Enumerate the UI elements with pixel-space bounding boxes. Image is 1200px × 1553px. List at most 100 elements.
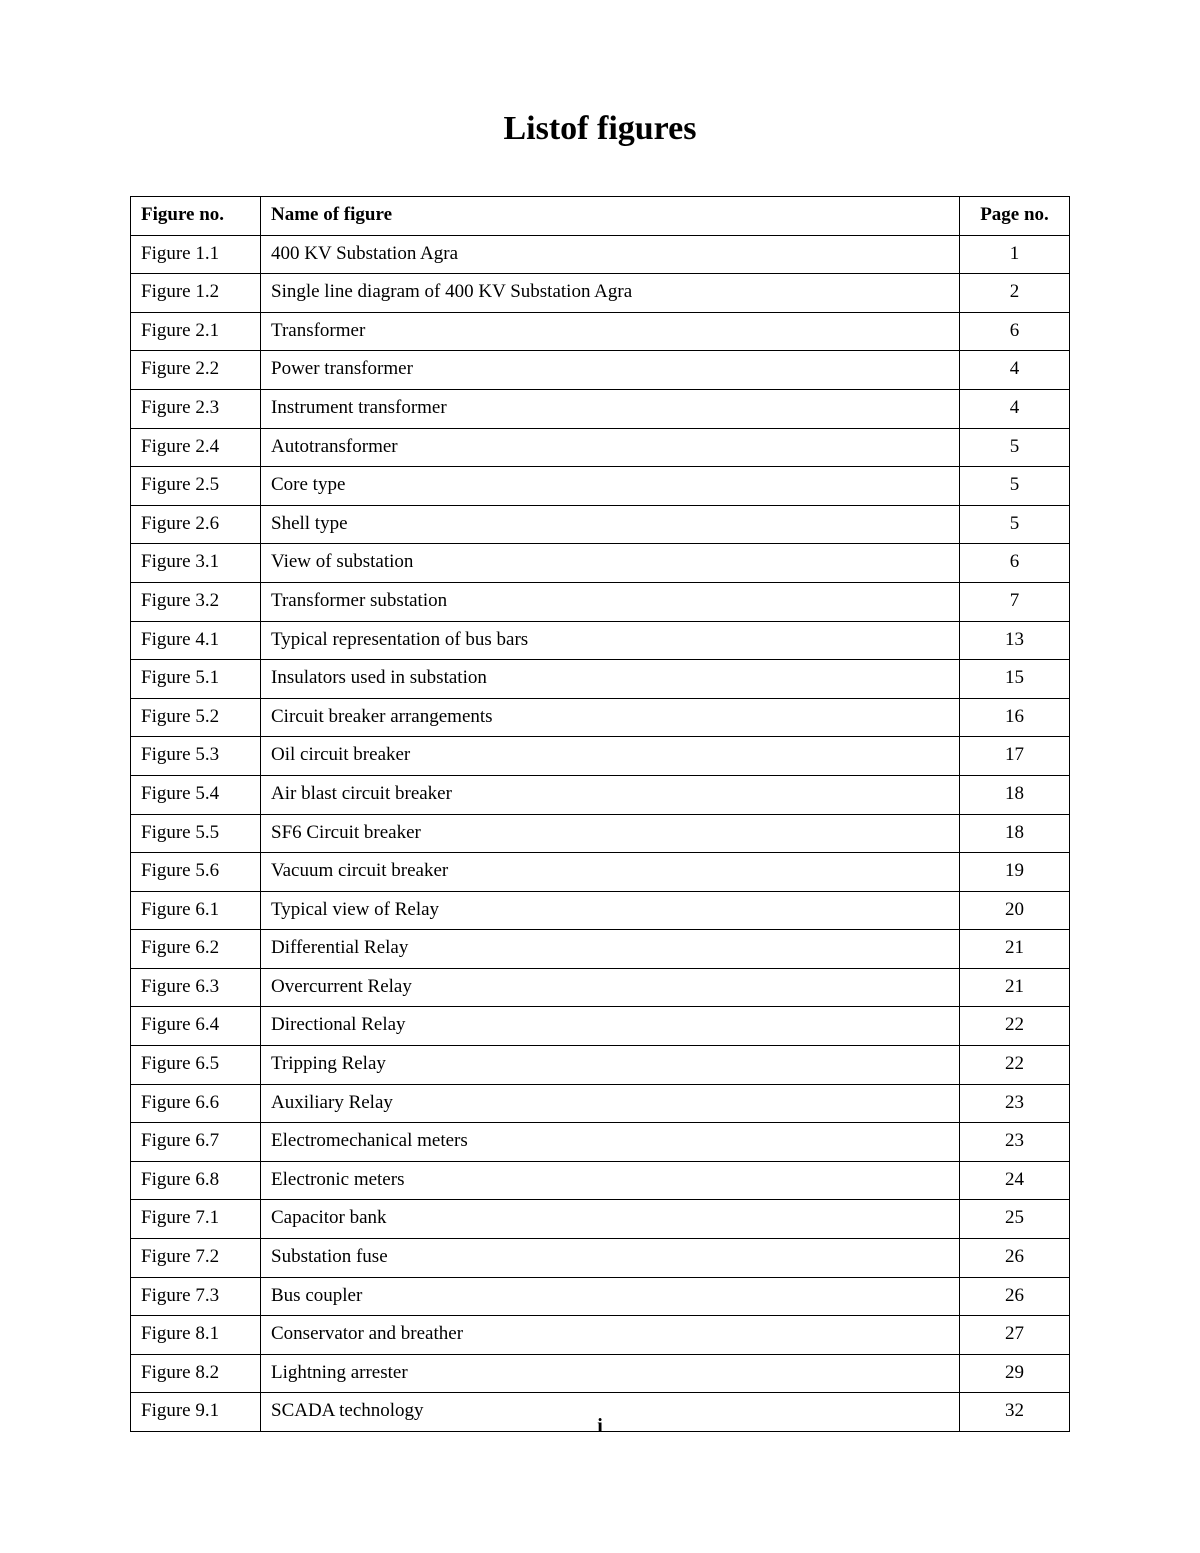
cell-figure-no: Figure 6.2: [131, 930, 261, 969]
cell-page-no: 23: [960, 1084, 1070, 1123]
cell-figure-name: Air blast circuit breaker: [261, 775, 960, 814]
cell-page-no: 5: [960, 428, 1070, 467]
cell-page-no: 18: [960, 814, 1070, 853]
cell-page-no: 17: [960, 737, 1070, 776]
cell-figure-no: Figure 2.2: [131, 351, 261, 390]
table-row: Figure 8.1Conservator and breather27: [131, 1316, 1070, 1355]
cell-figure-name: Electromechanical meters: [261, 1123, 960, 1162]
cell-figure-name: Lightning arrester: [261, 1354, 960, 1393]
cell-figure-name: Oil circuit breaker: [261, 737, 960, 776]
cell-page-no: 5: [960, 505, 1070, 544]
table-row: Figure 6.2Differential Relay21: [131, 930, 1070, 969]
cell-page-no: 29: [960, 1354, 1070, 1393]
table-row: Figure 1.1400 KV Substation Agra1: [131, 235, 1070, 274]
cell-figure-name: View of substation: [261, 544, 960, 583]
cell-page-no: 21: [960, 930, 1070, 969]
cell-page-no: 18: [960, 775, 1070, 814]
cell-page-no: 4: [960, 351, 1070, 390]
cell-figure-name: Instrument transformer: [261, 389, 960, 428]
table-row: Figure 5.2Circuit breaker arrangements16: [131, 698, 1070, 737]
table-row: Figure 5.5SF6 Circuit breaker18: [131, 814, 1070, 853]
cell-page-no: 1: [960, 235, 1070, 274]
figures-table: Figure no. Name of figure Page no. Figur…: [130, 196, 1070, 1432]
cell-figure-name: Transformer: [261, 312, 960, 351]
cell-figure-name: Power transformer: [261, 351, 960, 390]
cell-figure-name: Transformer substation: [261, 582, 960, 621]
cell-figure-no: Figure 2.6: [131, 505, 261, 544]
cell-figure-name: Circuit breaker arrangements: [261, 698, 960, 737]
cell-figure-name: Autotransformer: [261, 428, 960, 467]
document-page: Listof figures Figure no. Name of figure…: [0, 0, 1200, 1553]
cell-page-no: 22: [960, 1046, 1070, 1085]
table-row: Figure 6.3Overcurrent Relay21: [131, 968, 1070, 1007]
cell-page-no: 19: [960, 853, 1070, 892]
col-header-page-no: Page no.: [960, 197, 1070, 236]
cell-figure-name: Electronic meters: [261, 1161, 960, 1200]
cell-figure-no: Figure 1.2: [131, 274, 261, 313]
cell-page-no: 2: [960, 274, 1070, 313]
cell-figure-name: Core type: [261, 467, 960, 506]
cell-figure-name: Overcurrent Relay: [261, 968, 960, 1007]
cell-figure-name: Typical view of Relay: [261, 891, 960, 930]
cell-figure-no: Figure 3.2: [131, 582, 261, 621]
table-row: Figure 6.4Directional Relay22: [131, 1007, 1070, 1046]
cell-figure-no: Figure 6.1: [131, 891, 261, 930]
table-row: Figure 7.2Substation fuse26: [131, 1239, 1070, 1278]
cell-figure-no: Figure 7.1: [131, 1200, 261, 1239]
table-row: Figure 6.7Electromechanical meters23: [131, 1123, 1070, 1162]
cell-figure-name: Vacuum circuit breaker: [261, 853, 960, 892]
cell-figure-no: Figure 3.1: [131, 544, 261, 583]
cell-figure-no: Figure 5.3: [131, 737, 261, 776]
page-title: Listof figures: [130, 110, 1070, 148]
cell-figure-name: Capacitor bank: [261, 1200, 960, 1239]
cell-figure-no: Figure 8.2: [131, 1354, 261, 1393]
cell-figure-no: Figure 1.1: [131, 235, 261, 274]
cell-figure-no: Figure 6.7: [131, 1123, 261, 1162]
table-row: Figure 2.6Shell type5: [131, 505, 1070, 544]
cell-figure-no: Figure 6.6: [131, 1084, 261, 1123]
table-row: Figure 2.1Transformer6: [131, 312, 1070, 351]
cell-figure-no: Figure 6.8: [131, 1161, 261, 1200]
cell-page-no: 16: [960, 698, 1070, 737]
cell-figure-name: Auxiliary Relay: [261, 1084, 960, 1123]
cell-figure-name: Insulators used in substation: [261, 660, 960, 699]
cell-figure-name: Single line diagram of 400 KV Substation…: [261, 274, 960, 313]
cell-page-no: 6: [960, 312, 1070, 351]
cell-figure-no: Figure 6.5: [131, 1046, 261, 1085]
cell-page-no: 26: [960, 1239, 1070, 1278]
cell-page-no: 24: [960, 1161, 1070, 1200]
table-row: Figure 4.1Typical representation of bus …: [131, 621, 1070, 660]
cell-figure-no: Figure 2.1: [131, 312, 261, 351]
cell-page-no: 13: [960, 621, 1070, 660]
table-row: Figure 7.3Bus coupler26: [131, 1277, 1070, 1316]
cell-figure-name: Shell type: [261, 505, 960, 544]
cell-figure-no: Figure 8.1: [131, 1316, 261, 1355]
cell-page-no: 7: [960, 582, 1070, 621]
page-number: i: [0, 1415, 1200, 1438]
table-row: Figure 8.2Lightning arrester29: [131, 1354, 1070, 1393]
table-row: Figure 6.8Electronic meters24: [131, 1161, 1070, 1200]
table-row: Figure 2.3Instrument transformer4: [131, 389, 1070, 428]
table-header-row: Figure no. Name of figure Page no.: [131, 197, 1070, 236]
cell-page-no: 21: [960, 968, 1070, 1007]
cell-figure-name: 400 KV Substation Agra: [261, 235, 960, 274]
cell-figure-name: Typical representation of bus bars: [261, 621, 960, 660]
cell-figure-name: SF6 Circuit breaker: [261, 814, 960, 853]
table-row: Figure 5.6Vacuum circuit breaker19: [131, 853, 1070, 892]
cell-figure-no: Figure 5.4: [131, 775, 261, 814]
cell-figure-no: Figure 6.4: [131, 1007, 261, 1046]
cell-figure-no: Figure 5.6: [131, 853, 261, 892]
table-row: Figure 6.1Typical view of Relay20: [131, 891, 1070, 930]
cell-figure-no: Figure 7.3: [131, 1277, 261, 1316]
col-header-figure-no: Figure no.: [131, 197, 261, 236]
cell-figure-name: Tripping Relay: [261, 1046, 960, 1085]
cell-figure-no: Figure 5.5: [131, 814, 261, 853]
table-row: Figure 2.4Autotransformer5: [131, 428, 1070, 467]
cell-page-no: 23: [960, 1123, 1070, 1162]
cell-figure-no: Figure 2.4: [131, 428, 261, 467]
cell-figure-name: Differential Relay: [261, 930, 960, 969]
cell-figure-name: Directional Relay: [261, 1007, 960, 1046]
cell-page-no: 26: [960, 1277, 1070, 1316]
cell-page-no: 6: [960, 544, 1070, 583]
cell-figure-no: Figure 2.5: [131, 467, 261, 506]
